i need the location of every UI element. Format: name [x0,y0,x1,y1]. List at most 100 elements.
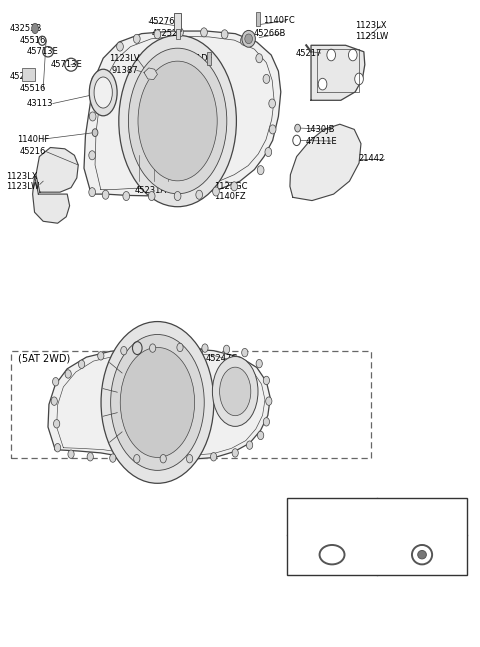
Bar [22,68,35,81]
Circle shape [133,454,140,463]
Ellipse shape [219,367,251,416]
Text: 1140HF: 1140HF [17,135,49,144]
Polygon shape [36,148,78,192]
Circle shape [174,192,181,201]
Circle shape [177,343,183,351]
Circle shape [263,74,270,83]
Circle shape [102,190,109,199]
Polygon shape [144,68,157,80]
Text: 1140FC: 1140FC [263,16,295,25]
Circle shape [265,148,272,157]
Circle shape [257,166,264,175]
Text: 45247C: 45247C [205,354,238,363]
Circle shape [318,78,327,90]
Text: 1123LW: 1123LW [355,32,388,41]
Circle shape [258,431,264,440]
Text: 45516: 45516 [19,84,46,93]
Text: 45284: 45284 [10,72,36,81]
Text: 45266A: 45266A [315,512,349,521]
Text: 1123LX: 1123LX [6,172,37,181]
Text: 1140FZ: 1140FZ [214,192,246,201]
Ellipse shape [138,61,217,181]
Text: 45713E: 45713E [26,47,58,56]
Circle shape [148,192,155,201]
Bar [176,29,180,39]
Circle shape [213,187,219,196]
Circle shape [92,76,98,85]
Circle shape [154,30,161,39]
Ellipse shape [120,347,195,457]
Text: 45266B: 45266B [253,29,286,38]
Text: 45516: 45516 [19,36,46,45]
Circle shape [232,449,238,457]
Ellipse shape [32,23,38,34]
Circle shape [51,397,58,405]
Circle shape [79,360,85,369]
Text: 1339CE: 1339CE [405,512,439,521]
Circle shape [223,345,229,353]
Circle shape [54,444,60,452]
Circle shape [242,349,248,357]
Ellipse shape [129,49,227,194]
Ellipse shape [89,69,117,116]
Circle shape [295,124,300,132]
Ellipse shape [418,551,426,559]
Circle shape [186,454,193,463]
Circle shape [89,151,96,160]
Ellipse shape [94,77,112,108]
Circle shape [65,370,71,378]
Circle shape [202,344,208,352]
Circle shape [98,352,104,360]
Ellipse shape [110,334,204,470]
Polygon shape [290,124,361,201]
Text: 47111E: 47111E [305,137,337,146]
Text: 1123LV: 1123LV [109,54,140,63]
Circle shape [121,347,127,355]
Circle shape [109,454,116,462]
Circle shape [210,453,217,461]
Ellipse shape [119,36,236,207]
Circle shape [269,125,276,134]
Text: 45713E: 45713E [50,60,82,69]
Polygon shape [33,176,70,223]
Ellipse shape [245,34,252,44]
Circle shape [177,28,183,37]
Circle shape [348,49,357,61]
Circle shape [87,453,93,461]
Bar [174,13,181,31]
Polygon shape [84,31,281,196]
Text: 45276B: 45276B [149,17,181,27]
Bar [207,52,211,65]
Circle shape [92,129,98,137]
Circle shape [263,377,270,384]
Circle shape [68,450,74,458]
Circle shape [133,34,140,43]
Text: 45231A: 45231A [134,186,167,195]
Circle shape [256,360,263,367]
Text: 45231A: 45231A [123,449,155,458]
Ellipse shape [212,356,258,426]
Circle shape [231,182,238,191]
Text: 45217: 45217 [295,49,322,58]
Text: 45252: 45252 [152,29,178,38]
Circle shape [256,54,263,63]
Ellipse shape [242,30,255,47]
Text: 43113: 43113 [26,99,53,108]
Text: 1430JB: 1430JB [305,125,335,134]
Text: 1123GC: 1123GC [214,182,248,191]
Circle shape [54,420,60,428]
Circle shape [247,441,253,449]
Circle shape [149,344,156,352]
Circle shape [89,188,96,197]
Text: 45216: 45216 [19,147,46,156]
Bar [287,498,467,575]
Circle shape [266,397,272,405]
Circle shape [123,192,130,201]
Text: 1123LW: 1123LW [6,182,39,191]
Circle shape [221,30,228,39]
Circle shape [240,36,247,45]
Text: 21442: 21442 [358,154,384,163]
Circle shape [355,73,363,85]
Text: (5AT 2WD): (5AT 2WD) [18,354,71,364]
Circle shape [89,112,96,121]
